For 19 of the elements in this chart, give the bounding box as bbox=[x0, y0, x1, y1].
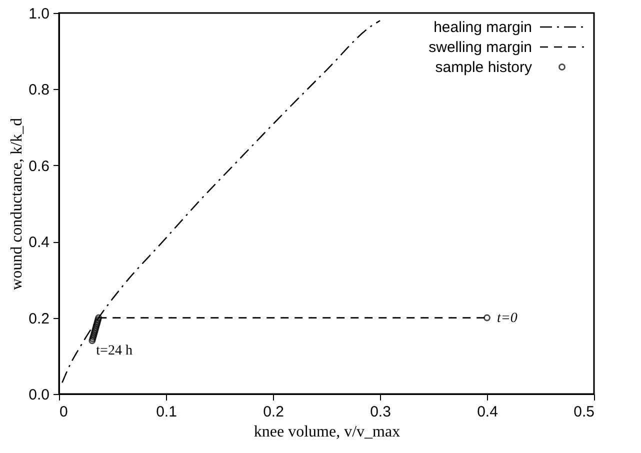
y-tick-label: 0.4 bbox=[28, 234, 50, 252]
x-tick-label: 0.1 bbox=[156, 404, 177, 420]
y-axis-title: wound conductance, k/k_d bbox=[8, 118, 26, 290]
x-tick-label: 0.3 bbox=[370, 404, 391, 420]
y-tick-label: 0.2 bbox=[28, 310, 50, 328]
x-tick-label: 0.4 bbox=[477, 404, 498, 420]
y-tick-label: 0.6 bbox=[28, 158, 50, 175]
x-tick-label: 0 bbox=[60, 404, 68, 420]
annotation: t=24 h bbox=[96, 344, 132, 359]
x-axis-title: knee volume, v/v_max bbox=[254, 424, 400, 440]
x-tick-label: 0.2 bbox=[263, 404, 284, 420]
y-tick-label: 0.8 bbox=[28, 82, 50, 99]
legend-label: healing margin bbox=[434, 19, 532, 36]
annotation: t=0 bbox=[497, 310, 518, 326]
legend-label: swelling margin bbox=[428, 39, 532, 56]
y-tick-label: 0.0 bbox=[28, 386, 50, 404]
x-tick-label: 0.5 bbox=[574, 404, 594, 420]
y-tick-label: 1.0 bbox=[28, 6, 50, 22]
legend-label: sample history bbox=[435, 59, 532, 76]
